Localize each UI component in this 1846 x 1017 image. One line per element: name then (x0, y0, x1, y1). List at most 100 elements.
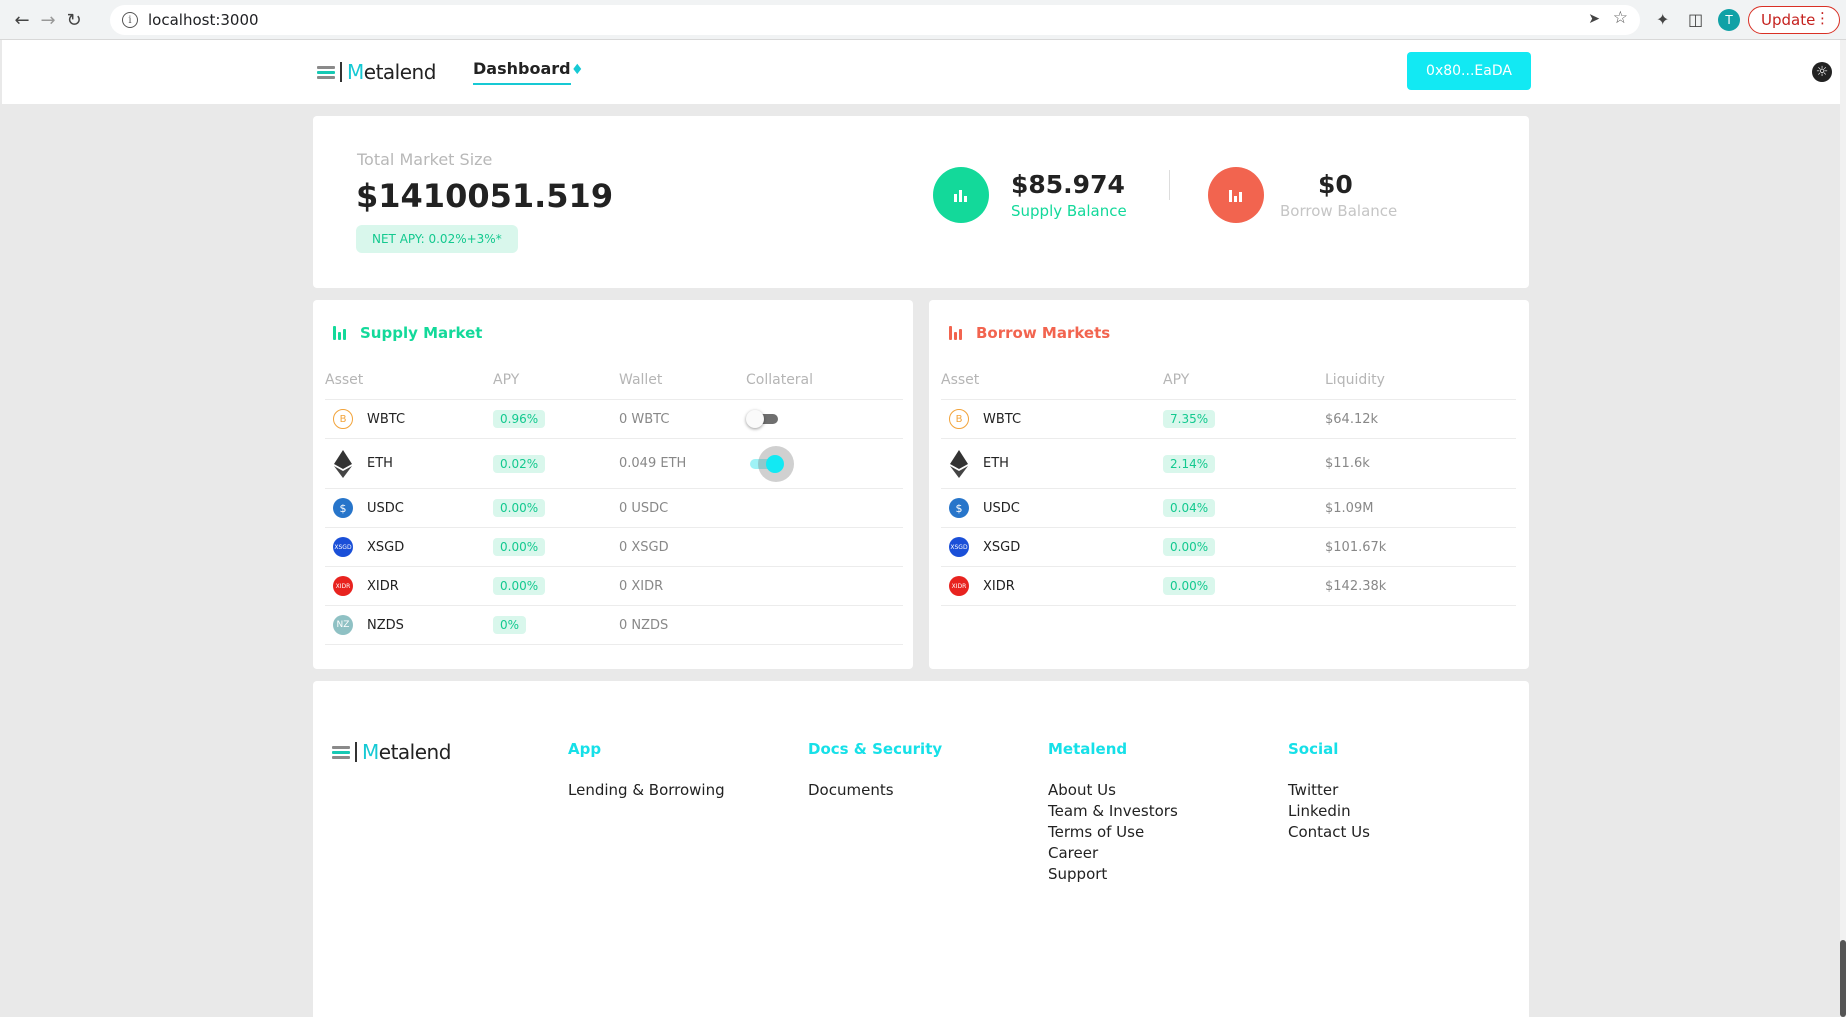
apy-badge: 0.96% (493, 410, 546, 428)
supply-market-title: Supply Market (333, 324, 482, 342)
supply-market-table: Asset APY Wallet Collateral B WBTC 0.96%… (325, 372, 903, 645)
footer-col-metalend: Metalend About Us Team & Investors Terms… (1048, 740, 1178, 885)
update-button[interactable]: Update ⋮ (1748, 6, 1840, 34)
footer-col-social: Social Twitter Linkedin Contact Us (1288, 740, 1370, 843)
apy-badge: 2.14% (1163, 454, 1216, 473)
borrow-chart-icon (949, 326, 962, 340)
borrow-market-title-text: Borrow Markets (976, 324, 1111, 342)
footer-heading-docs: Docs & Security (808, 740, 943, 758)
ethereum-icon (949, 449, 969, 478)
wallet-balance: 0 USDC (619, 500, 669, 516)
brand-logo[interactable]: Metalend (317, 60, 436, 84)
footer-col-app: App Lending & Borrowing (568, 740, 725, 801)
borrow-market-card: Borrow Markets Asset APY Liquidity B WBT… (929, 300, 1529, 669)
footer-link-career[interactable]: Career (1048, 844, 1099, 862)
url-text[interactable]: localhost:3000 (148, 11, 259, 29)
network-diamond-icon[interactable]: ♦ (571, 62, 584, 78)
asset-name: ETH (983, 456, 1009, 471)
page-scrollbar[interactable] (1840, 40, 1846, 1017)
footer-brand-logo[interactable]: Metalend (332, 740, 451, 764)
liquidity-value: $64.12k (1325, 411, 1379, 427)
back-icon[interactable]: ← (14, 9, 30, 31)
footer-link-contact[interactable]: Contact Us (1288, 823, 1370, 841)
wallet-balance: 0 NZDS (619, 617, 669, 633)
apy-badge: 0.00% (493, 577, 546, 595)
logo-mark-icon (332, 745, 350, 759)
bookmark-star-icon[interactable]: ☆ (1612, 8, 1628, 28)
table-row[interactable]: B WBTC 0.96% 0 WBTC (325, 400, 903, 439)
table-row[interactable]: ETH 0.02% 0.049 ETH (325, 439, 903, 489)
table-header: Asset APY Liquidity (941, 372, 1516, 400)
reload-icon[interactable]: ↻ (66, 9, 82, 31)
table-row[interactable]: XIDR XIDR 0.00% $142.38k (941, 567, 1516, 606)
profile-avatar[interactable]: T (1718, 9, 1740, 31)
apy-badge: 7.35% (1163, 410, 1216, 428)
total-market-value: $1410051.519 (356, 177, 614, 215)
asset-name: XSGD (367, 539, 405, 555)
apy-badge: 0.00% (1163, 538, 1216, 556)
supply-market-card: Supply Market Asset APY Wallet Collatera… (313, 300, 913, 669)
asset-name: USDC (983, 500, 1020, 516)
supply-market-title-text: Supply Market (360, 324, 483, 342)
wallet-balance: 0 XIDR (619, 578, 664, 594)
xsgd-icon: XSGD (333, 537, 353, 557)
borrow-market-table: Asset APY Liquidity B WBTC 7.35% $64.12k… (941, 372, 1516, 606)
balance-divider (1169, 170, 1170, 200)
scrollbar-thumb[interactable] (1840, 940, 1846, 1017)
table-row[interactable]: XSGD XSGD 0.00% $101.67k (941, 528, 1516, 567)
forward-icon[interactable]: → (40, 9, 56, 31)
usdc-icon: $ (333, 498, 353, 518)
brand-name: Metalend (347, 60, 436, 84)
table-row[interactable]: $ USDC 0.00% 0 USDC (325, 489, 903, 528)
extensions-icon[interactable]: ✦ (1656, 10, 1670, 29)
supply-balance-value: $85.974 (1011, 170, 1125, 199)
table-row[interactable]: XSGD XSGD 0.00% 0 XSGD (325, 528, 903, 567)
collateral-toggle[interactable] (750, 445, 794, 482)
menu-dots-icon: ⋮ (1815, 9, 1830, 27)
footer-link-team[interactable]: Team & Investors (1048, 802, 1178, 820)
borrow-balance-label: Borrow Balance (1280, 202, 1398, 220)
borrow-balance-icon (1208, 167, 1264, 223)
side-panel-icon[interactable]: ◫ (1688, 10, 1704, 29)
apy-badge: 0.00% (493, 499, 546, 517)
borrow-market-title: Borrow Markets (949, 324, 1110, 342)
table-row[interactable]: NZ NZDS 0% 0 NZDS (325, 606, 903, 645)
column-apy: APY (493, 372, 520, 388)
send-icon[interactable]: ➤ (1588, 11, 1600, 27)
table-row[interactable]: ETH 2.14% $11.6k (941, 439, 1516, 489)
footer-heading-metalend: Metalend (1048, 740, 1128, 758)
footer-link-lending[interactable]: Lending & Borrowing (568, 781, 725, 799)
summary-card: Total Market Size $1410051.519 NET APY: … (313, 116, 1529, 288)
nav-dashboard[interactable]: Dashboard (473, 59, 571, 85)
footer-link-twitter[interactable]: Twitter (1288, 781, 1339, 799)
bitcoin-icon: B (333, 409, 353, 429)
table-row[interactable]: $ USDC 0.04% $1.09M (941, 489, 1516, 528)
supply-chart-icon (333, 326, 346, 340)
footer-link-documents[interactable]: Documents (808, 781, 894, 799)
site-info-icon[interactable]: i (122, 12, 138, 28)
table-row[interactable]: B WBTC 7.35% $64.12k (941, 400, 1516, 439)
theme-toggle-icon[interactable]: ☼ (1812, 62, 1832, 82)
footer-link-linkedin[interactable]: Linkedin (1288, 802, 1351, 820)
footer-brand-name: Metalend (362, 740, 451, 764)
apy-badge: 0.00% (493, 538, 546, 556)
asset-name: XIDR (983, 578, 1015, 594)
wallet-address-button[interactable]: 0x80...EaDA (1407, 52, 1531, 90)
total-market-label: Total Market Size (357, 150, 493, 169)
wallet-balance: 0.049 ETH (619, 456, 687, 471)
table-row[interactable]: XIDR XIDR 0.00% 0 XIDR (325, 567, 903, 606)
wallet-balance: 0 WBTC (619, 411, 670, 427)
xidr-icon: XIDR (949, 576, 969, 596)
column-asset: Asset (325, 372, 364, 388)
liquidity-value: $1.09M (1325, 500, 1374, 516)
xsgd-icon: XSGD (949, 537, 969, 557)
footer-heading-social: Social (1288, 740, 1339, 758)
asset-name: USDC (367, 500, 404, 516)
address-bar[interactable]: i localhost:3000 ➤ ☆ (110, 5, 1640, 35)
footer-link-about[interactable]: About Us (1048, 781, 1116, 799)
footer-link-terms[interactable]: Terms of Use (1048, 823, 1145, 841)
apy-badge: 0% (493, 616, 527, 634)
browser-toolbar: ← → ↻ i localhost:3000 ➤ ☆ ✦ ◫ T Update … (0, 0, 1846, 40)
collateral-toggle[interactable] (746, 410, 778, 428)
footer-link-support[interactable]: Support (1048, 865, 1108, 883)
